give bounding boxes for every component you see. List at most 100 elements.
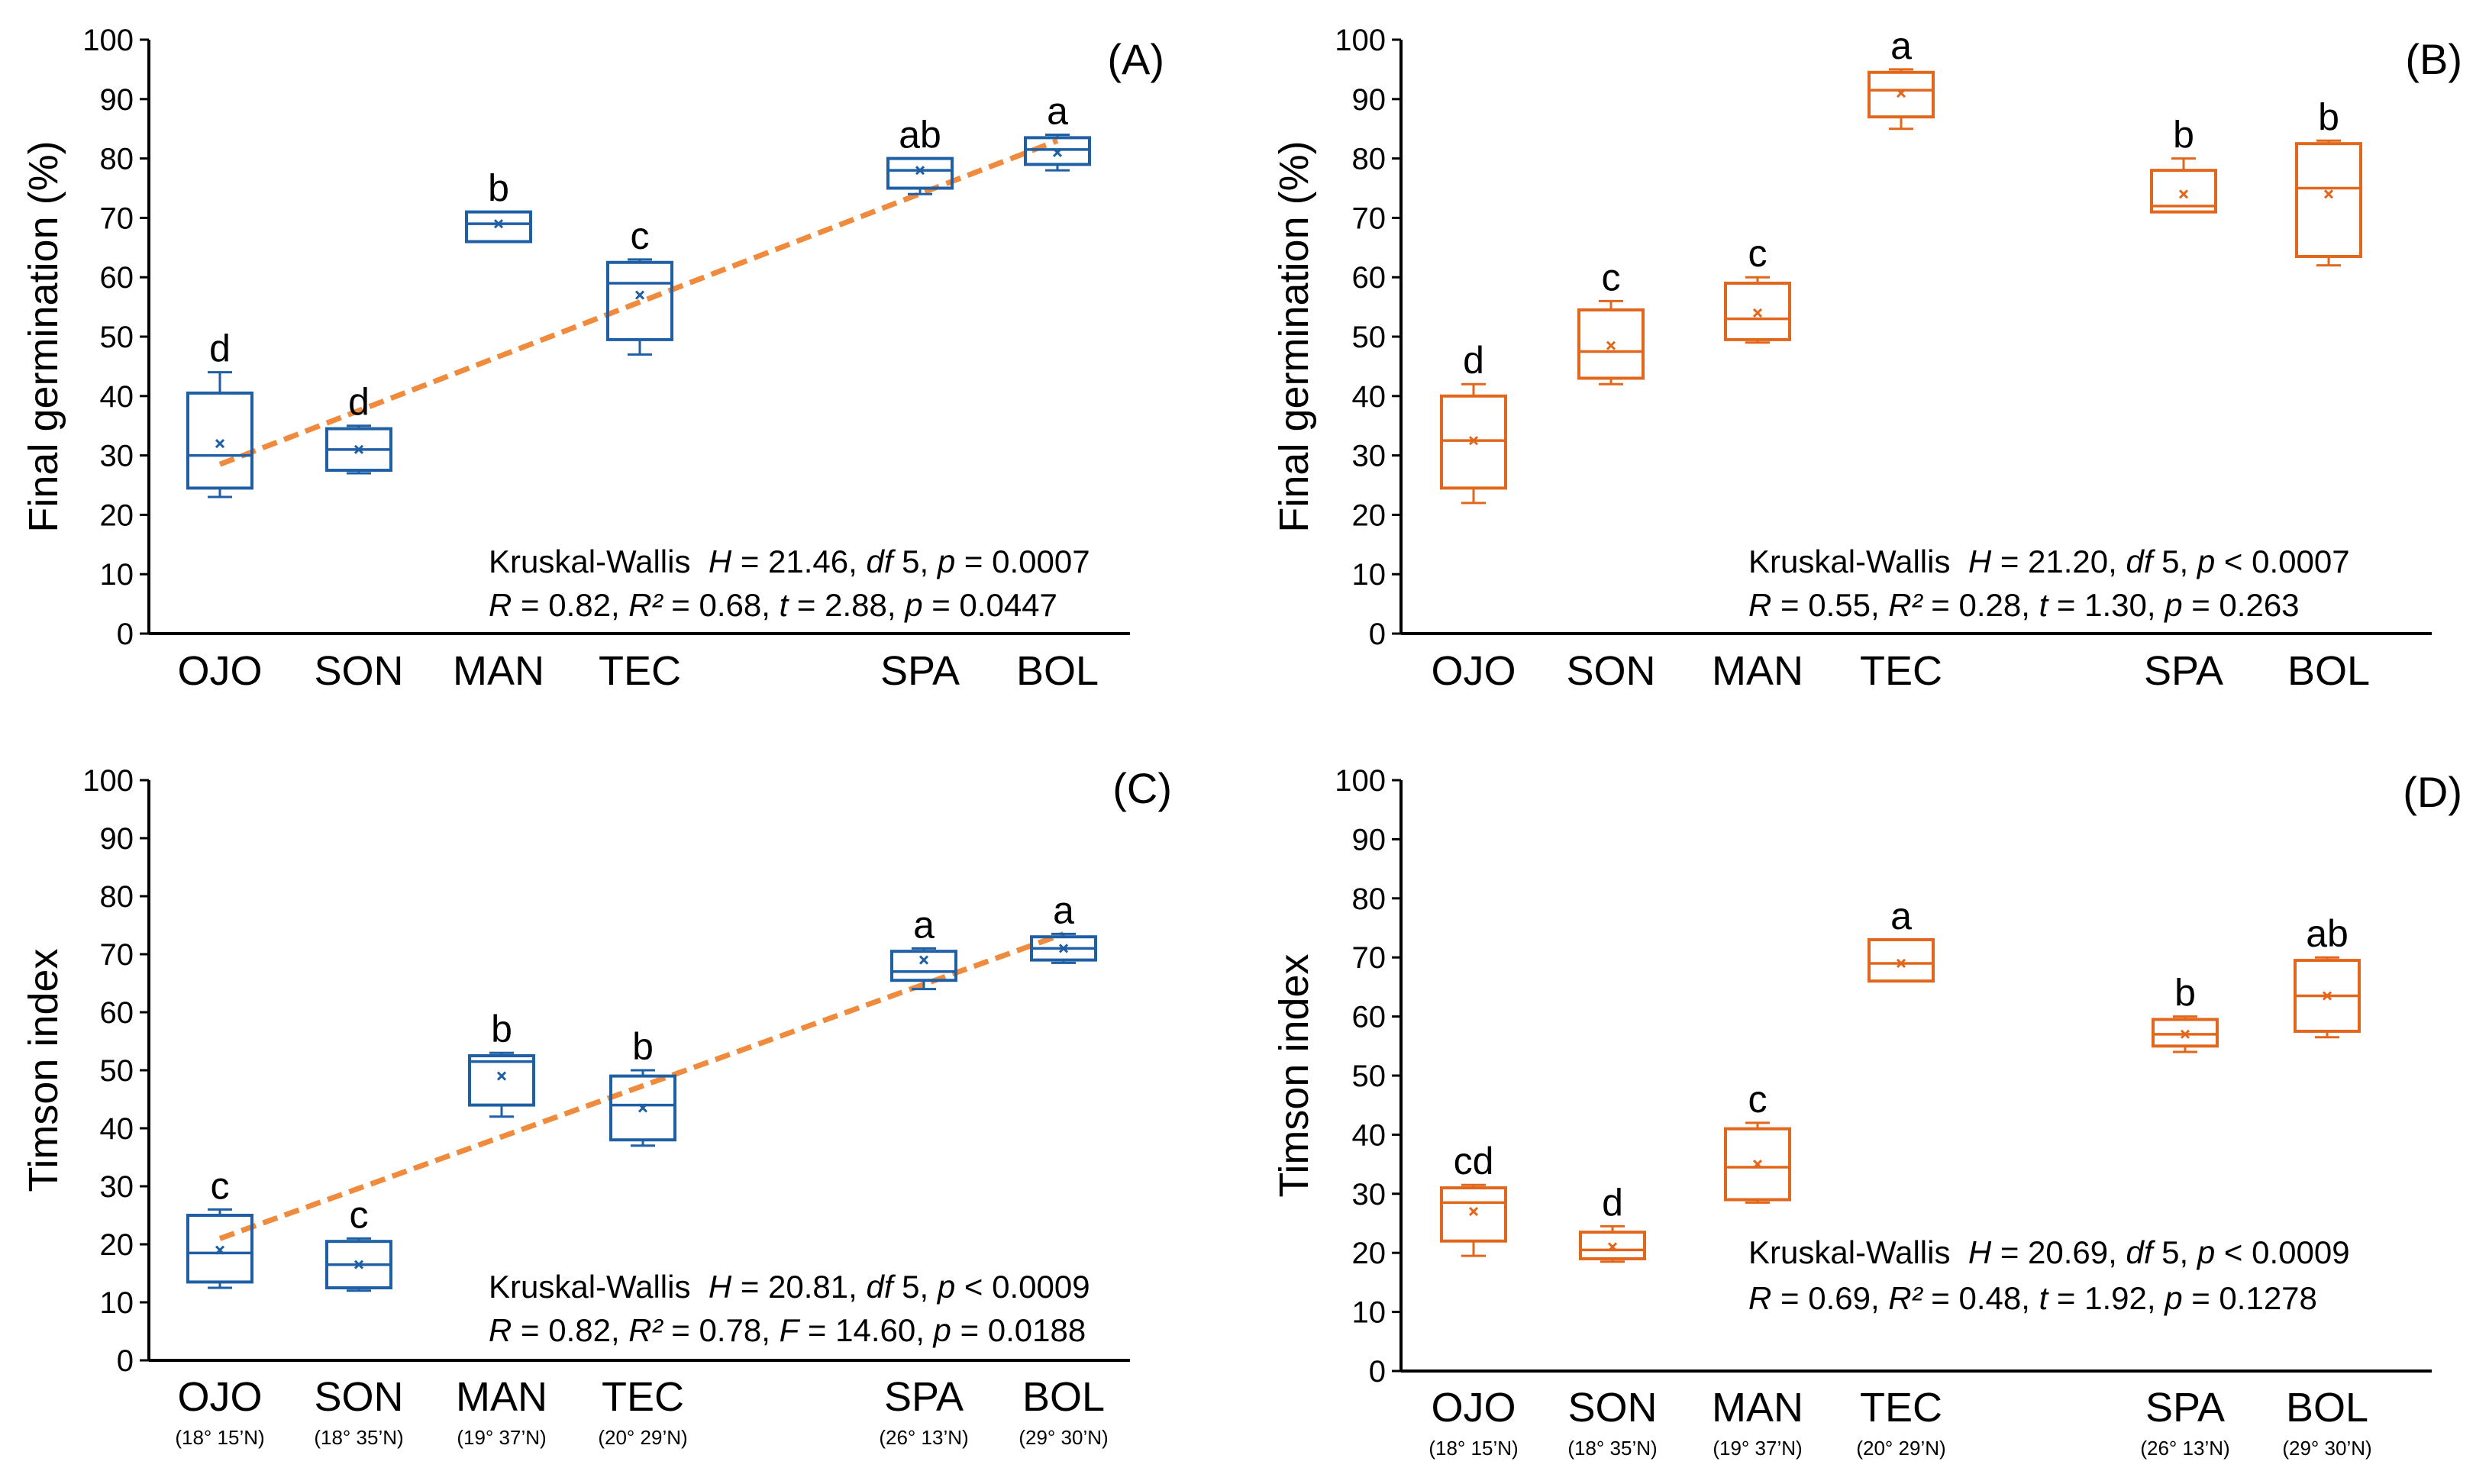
y-tick-label: 50 [1352,1060,1387,1093]
y-tick-label: 80 [1352,143,1387,176]
x-latitude-label: (26° 13’N) [2140,1437,2229,1460]
significance-letter: b [632,1025,654,1068]
x-category-label: BOL [2287,648,2370,694]
x-category-label: SPA [884,1374,964,1420]
y-tick-label: 0 [1369,1355,1386,1389]
y-tick-label: 90 [100,822,134,856]
x-category-label: SPA [880,648,960,694]
stats-line-2: R = 0.82, R² = 0.68, t = 2.88, p = 0.044… [489,587,1057,623]
mean-marker [353,1260,364,1269]
y-tick-label: 100 [82,24,134,57]
significance-letter: b [2318,95,2339,138]
box-tec: a [1868,895,1935,983]
x-category-label: BOL [1022,1374,1105,1420]
x-category-label: TEC [602,1374,684,1420]
mean-marker [2180,1029,2190,1039]
box-iqr [465,210,532,244]
y-tick-label: 70 [1352,202,1387,235]
y-tick-label: 50 [1352,321,1387,354]
mean-marker [1052,147,1063,157]
box-iqr [1440,394,1507,490]
mean-marker [1468,436,1479,446]
box-iqr [1440,1186,1507,1243]
box-iqr [606,260,673,341]
x-latitude-label: (18° 15’N) [175,1426,264,1449]
x-category-label: SON [314,648,403,694]
x-category-label: BOL [2286,1385,2368,1431]
x-category-label: MAN [456,1374,547,1420]
mean-marker [1058,944,1069,953]
y-tick-label: 90 [1352,83,1387,117]
box-ojo: c [186,1164,253,1289]
stats-line-1: Kruskal-Wallis H = 20.69, df 5, p < 0.00… [1748,1234,2350,1270]
box-ojo: cd [1440,1140,1507,1257]
x-latitude-label: (19° 37’N) [457,1426,546,1449]
x-category-label: TEC [1860,648,1942,694]
box-tec: c [606,215,673,356]
box-iqr [186,391,253,490]
stats-line-1: Kruskal-Wallis H = 20.81, df 5, p < 0.00… [489,1269,1090,1305]
box-iqr [1577,308,1645,380]
box-iqr [2150,169,2217,214]
y-axis-label: Final germination (%) [1271,140,1317,532]
y-tick-label: 60 [100,261,134,295]
y-tick-label: 10 [100,1286,134,1320]
y-tick-label: 80 [100,143,134,176]
y-tick-label: 90 [1352,823,1387,857]
y-tick-label: 20 [100,498,134,532]
significance-letter: cd [1454,1140,1494,1182]
significance-letter: b [488,167,509,210]
box-iqr [468,1054,535,1107]
x-category-label: SPA [2145,1385,2225,1431]
stats-line-2: R = 0.55, R² = 0.28, t = 1.30, p = 0.263 [1748,587,2300,623]
x-latitude-label: (20° 29’N) [1856,1437,1945,1460]
box-iqr [2295,142,2362,258]
panel-d: 0 10 20 30 40 50 60 70 80 90 100 Timson index (D) cd d… [1271,764,2462,1460]
significance-letter: c [350,1193,369,1236]
y-tick-label: 100 [82,764,134,798]
box-bol: a [1024,89,1091,172]
box-iqr [1724,281,1791,341]
mean-marker [638,1103,648,1113]
panel-a: 0 10 20 30 40 50 60 70 80 90 100 Final germination … [21,24,1164,694]
x-category-label: MAN [1712,1385,1803,1431]
x-category-label: MAN [453,648,544,694]
mean-marker [2178,189,2189,199]
y-tick-label: 20 [1352,498,1387,532]
y-tick-label: 70 [100,202,134,235]
y-tick-label: 40 [1352,380,1387,414]
x-category-label: SON [1567,1385,1657,1431]
significance-letter: a [1053,889,1074,931]
panel-label: (D) [2403,768,2462,816]
y-axis-label: Final germination (%) [21,140,66,532]
y-tick-label: 0 [117,1344,134,1378]
significance-letter: c [1748,232,1767,275]
stats-line-1: Kruskal-Wallis H = 21.20, df 5, p < 0.00… [1748,544,2350,579]
significance-letter: a [1890,895,1912,937]
y-tick-label: 20 [100,1228,134,1262]
y-axis-label: Timson index [21,948,66,1192]
stats-line-1: Kruskal-Wallis H = 21.46, df 5, p = 0.00… [489,544,1090,579]
x-latitude-label: (29° 30’N) [1019,1426,1108,1449]
box-iqr [1724,1127,1791,1202]
y-tick-label: 30 [100,1170,134,1204]
box-man: b [468,1008,535,1118]
significance-letter: d [348,381,370,424]
box-spa: b [2152,972,2219,1053]
significance-letter: b [491,1008,512,1050]
mean-marker [1607,1242,1618,1252]
x-latitude-label: (29° 30’N) [2282,1437,2371,1460]
mean-marker [2322,991,2332,1001]
mean-marker [1896,88,1906,98]
x-latitude-label: (18° 35’N) [314,1426,403,1449]
box-bol: b [2295,95,2362,267]
box-man: c [1724,1078,1791,1204]
y-tick-label: 40 [1352,1118,1387,1152]
panel-label: (A) [1107,35,1164,83]
significance-letter: c [1602,256,1621,298]
y-tick-label: 50 [100,321,134,354]
panel-label: (B) [2405,35,2462,83]
significance-letter: d [209,327,231,370]
significance-letter: d [1602,1181,1623,1224]
y-tick-label: 0 [117,618,134,651]
